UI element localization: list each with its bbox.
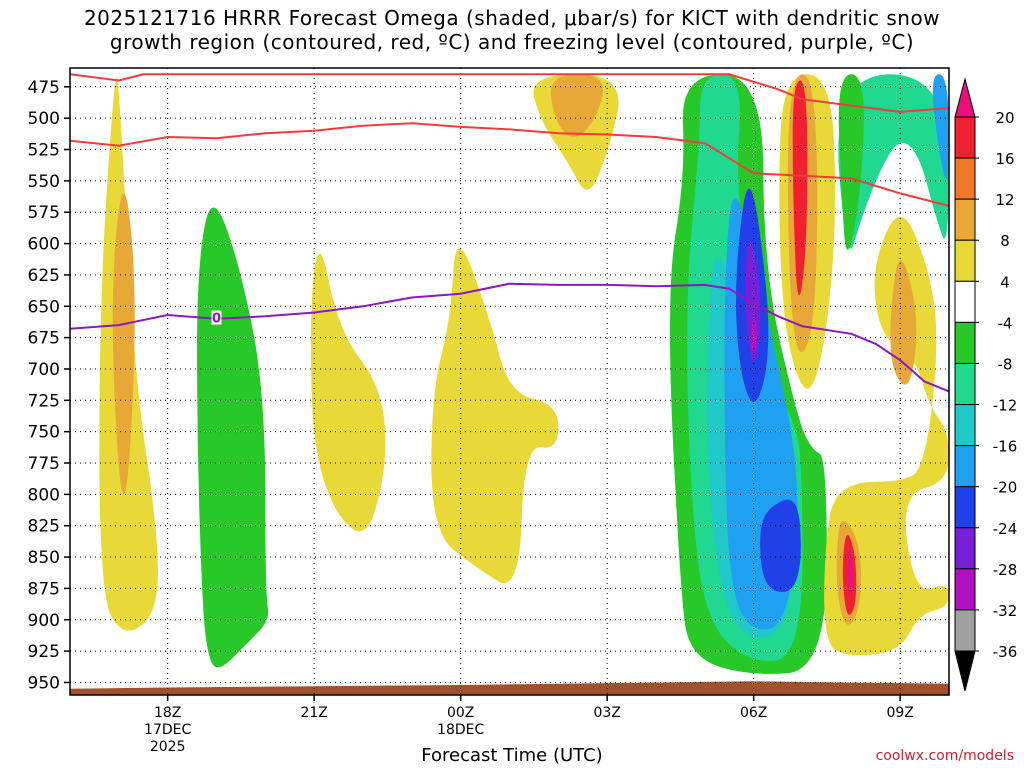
colorbar-bottom-arrow	[954, 650, 976, 692]
dendritic-dgz-bottom-line	[70, 122, 949, 207]
y-tick-label-500: 500	[28, 109, 60, 129]
freezing-label-bg	[211, 310, 222, 325]
x-tick-label-03Z: 03Z	[593, 705, 620, 721]
omega-region-blue-right	[932, 74, 949, 180]
colorbar-segment-9	[954, 486, 976, 529]
y-tick-label-900: 900	[28, 611, 60, 631]
chart-title-line2: growth region (contoured, red, ºC) and f…	[109, 30, 915, 54]
colorbar-label-11: -28	[993, 561, 1018, 579]
x-axis-title: Forecast Time (UTC)	[421, 745, 603, 766]
omega-shading-layer	[99, 74, 949, 674]
omega-region-magenta-low-6	[847, 547, 853, 596]
colorbar-label-13: -36	[993, 643, 1018, 661]
colorbar-segment-7	[954, 404, 976, 447]
colorbar-label-1: 16	[995, 150, 1014, 168]
colorbar-segment-4	[954, 280, 976, 323]
y-tick-label-750: 750	[28, 423, 60, 443]
ground-layer	[70, 681, 949, 695]
omega-region-orange-col-5	[890, 260, 917, 385]
y-tick-label-600: 600	[28, 235, 60, 255]
omega-region-yellow-col-3	[431, 248, 559, 584]
dendritic-dgz-top-line	[70, 73, 949, 113]
y-tick-label-550: 550	[28, 172, 60, 192]
omega-region-orange-col-1	[112, 193, 135, 495]
x-tick-label-18Z: 18Z	[154, 705, 181, 721]
y-tick-label-825: 825	[28, 517, 60, 537]
x-tick-date-00Z: 18DEC	[437, 722, 484, 738]
colorbar-label-4: 4	[1000, 273, 1010, 291]
omega-region-red-col-4	[792, 80, 808, 296]
y-tick-label-875: 875	[28, 579, 60, 599]
omega-region-orange-top-1	[550, 74, 604, 137]
y-tick-label-525: 525	[28, 141, 60, 161]
colorbar-label-6: -8	[998, 355, 1013, 373]
colorbar-segment-8	[954, 445, 976, 488]
y-tick-label-800: 800	[28, 485, 60, 505]
chart-title-line1: 2025121716 HRRR Forecast Omega (shaded, …	[83, 6, 941, 30]
colorbar-segment-3	[954, 239, 976, 282]
colorbar-segment-2	[954, 198, 976, 241]
omega-region-green-col-1	[197, 207, 269, 668]
colorbar-label-12: -32	[993, 602, 1018, 620]
y-tick-label-950: 950	[28, 673, 60, 693]
colorbar-segment-10	[954, 527, 976, 570]
colorbar-label-0: 20	[995, 109, 1014, 127]
colorbar-label-5: -4	[998, 314, 1013, 332]
colorbar-label-9: -20	[993, 479, 1018, 497]
y-tick-label-650: 650	[28, 297, 60, 317]
colorbar-segment-6	[954, 362, 976, 406]
credit-text: coolwx.com/models	[875, 748, 1014, 764]
x-tick-label-09Z: 09Z	[886, 705, 913, 721]
y-tick-label-850: 850	[28, 548, 60, 568]
colorbar-segment-11	[954, 568, 976, 611]
colorbar-segment-12	[954, 609, 976, 652]
colorbar-label-10: -24	[993, 520, 1018, 538]
y-tick-label-725: 725	[28, 391, 60, 411]
colorbar-top-arrow	[954, 77, 976, 118]
omega-region-yellow-col-2	[310, 253, 386, 532]
axes-layer: 475 500 525 550 575 600 625 650 675 700 725 750 775 8…	[28, 67, 950, 755]
colorbar-segment-1	[954, 157, 976, 200]
omega-region-magenta-mid	[750, 317, 757, 352]
colorbar: 20 16 12 8 4 -4 -8 -12 -16 -20 -24 -28 -32 -36	[954, 77, 1018, 692]
y-tick-label-775: 775	[28, 454, 60, 474]
chart-title: 2025121716 HRRR Forecast Omega (shaded, …	[0, 6, 1024, 54]
omega-region-green-right	[838, 74, 864, 250]
contour-lines-layer: 0	[70, 73, 949, 393]
omega-region-dblue-low	[760, 499, 801, 592]
y-tick-label-675: 675	[28, 329, 60, 349]
y-tick-label-925: 925	[28, 642, 60, 662]
y-tick-label-625: 625	[28, 266, 60, 286]
colorbar-label-8: -16	[993, 438, 1018, 456]
colorbar-segment-0	[954, 116, 976, 159]
x-tick-label-00Z: 00Z	[447, 705, 474, 721]
x-tick-label-21Z: 21Z	[300, 705, 327, 721]
x-tick-label-06Z: 06Z	[740, 705, 767, 721]
colorbar-label-2: 12	[995, 191, 1014, 209]
x-tick-date-18Z: 17DEC	[144, 722, 191, 738]
x-tick-year-18Z: 2025	[150, 739, 186, 755]
y-tick-label-700: 700	[28, 360, 60, 380]
ground-surface	[70, 681, 949, 695]
y-tick-label-475: 475	[28, 78, 60, 98]
colorbar-segment-5	[954, 321, 976, 364]
y-tick-label-575: 575	[28, 203, 60, 223]
plot-frame	[69, 67, 950, 696]
colorbar-label-3: 8	[1000, 232, 1010, 250]
freezing-level-label: 0	[212, 312, 221, 327]
freezing-level-line	[70, 282, 949, 393]
colorbar-label-7: -12	[993, 397, 1018, 415]
